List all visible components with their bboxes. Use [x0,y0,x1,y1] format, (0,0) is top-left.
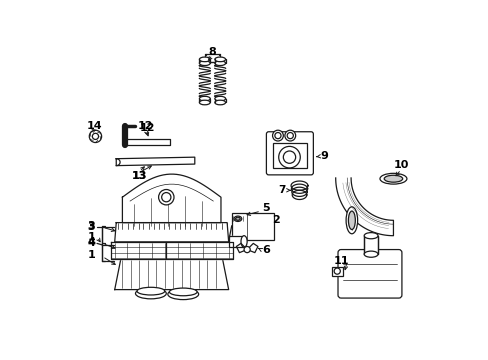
Circle shape [162,193,171,202]
Ellipse shape [364,251,377,257]
Text: 3: 3 [88,221,95,231]
Ellipse shape [199,61,210,66]
Text: 7: 7 [278,185,285,195]
Ellipse shape [347,211,355,230]
Ellipse shape [234,216,241,221]
Text: 9: 9 [320,152,327,161]
FancyBboxPatch shape [266,132,313,175]
Circle shape [158,189,174,205]
Text: 6: 6 [262,244,270,255]
Circle shape [272,130,283,141]
Circle shape [278,147,300,168]
Polygon shape [236,243,246,253]
Circle shape [274,132,281,139]
Ellipse shape [169,288,197,296]
Bar [231,213,274,239]
Ellipse shape [214,57,225,62]
Text: 3: 3 [88,222,95,232]
Text: 4: 4 [87,238,95,248]
Ellipse shape [137,287,164,295]
Ellipse shape [135,288,166,299]
Polygon shape [122,174,221,222]
Ellipse shape [199,96,210,101]
Text: 12: 12 [138,121,153,131]
Circle shape [333,268,340,274]
Ellipse shape [214,61,225,66]
Polygon shape [115,222,228,242]
Ellipse shape [384,175,402,182]
Ellipse shape [199,100,210,105]
Text: 13: 13 [131,171,147,181]
Ellipse shape [379,173,406,184]
Circle shape [285,130,295,141]
Text: 1: 1 [87,232,95,242]
Text: 4: 4 [87,237,95,247]
Text: 14: 14 [87,121,102,131]
Circle shape [89,130,102,143]
Ellipse shape [214,100,225,105]
Circle shape [244,247,250,253]
Text: 8: 8 [208,47,216,57]
Ellipse shape [199,57,210,62]
Bar [331,266,342,276]
Circle shape [283,151,295,163]
Text: 1: 1 [87,250,95,260]
Text: 10: 10 [393,160,408,170]
Polygon shape [125,139,170,145]
Text: 13: 13 [131,171,147,181]
Polygon shape [335,178,393,236]
Circle shape [286,132,293,139]
Polygon shape [115,259,228,289]
Text: 2: 2 [272,215,280,225]
Ellipse shape [235,217,240,220]
Ellipse shape [167,289,198,300]
Text: 11: 11 [333,256,348,266]
Bar [272,143,306,168]
Bar [364,236,377,254]
Ellipse shape [214,96,225,101]
FancyBboxPatch shape [337,249,401,298]
Ellipse shape [346,207,357,234]
Ellipse shape [241,236,246,247]
Polygon shape [246,243,257,253]
Ellipse shape [364,233,377,239]
Polygon shape [116,157,194,166]
Circle shape [92,133,99,139]
Polygon shape [111,242,232,259]
Text: 12: 12 [139,123,155,133]
Polygon shape [228,236,244,247]
Text: 5: 5 [262,203,270,213]
